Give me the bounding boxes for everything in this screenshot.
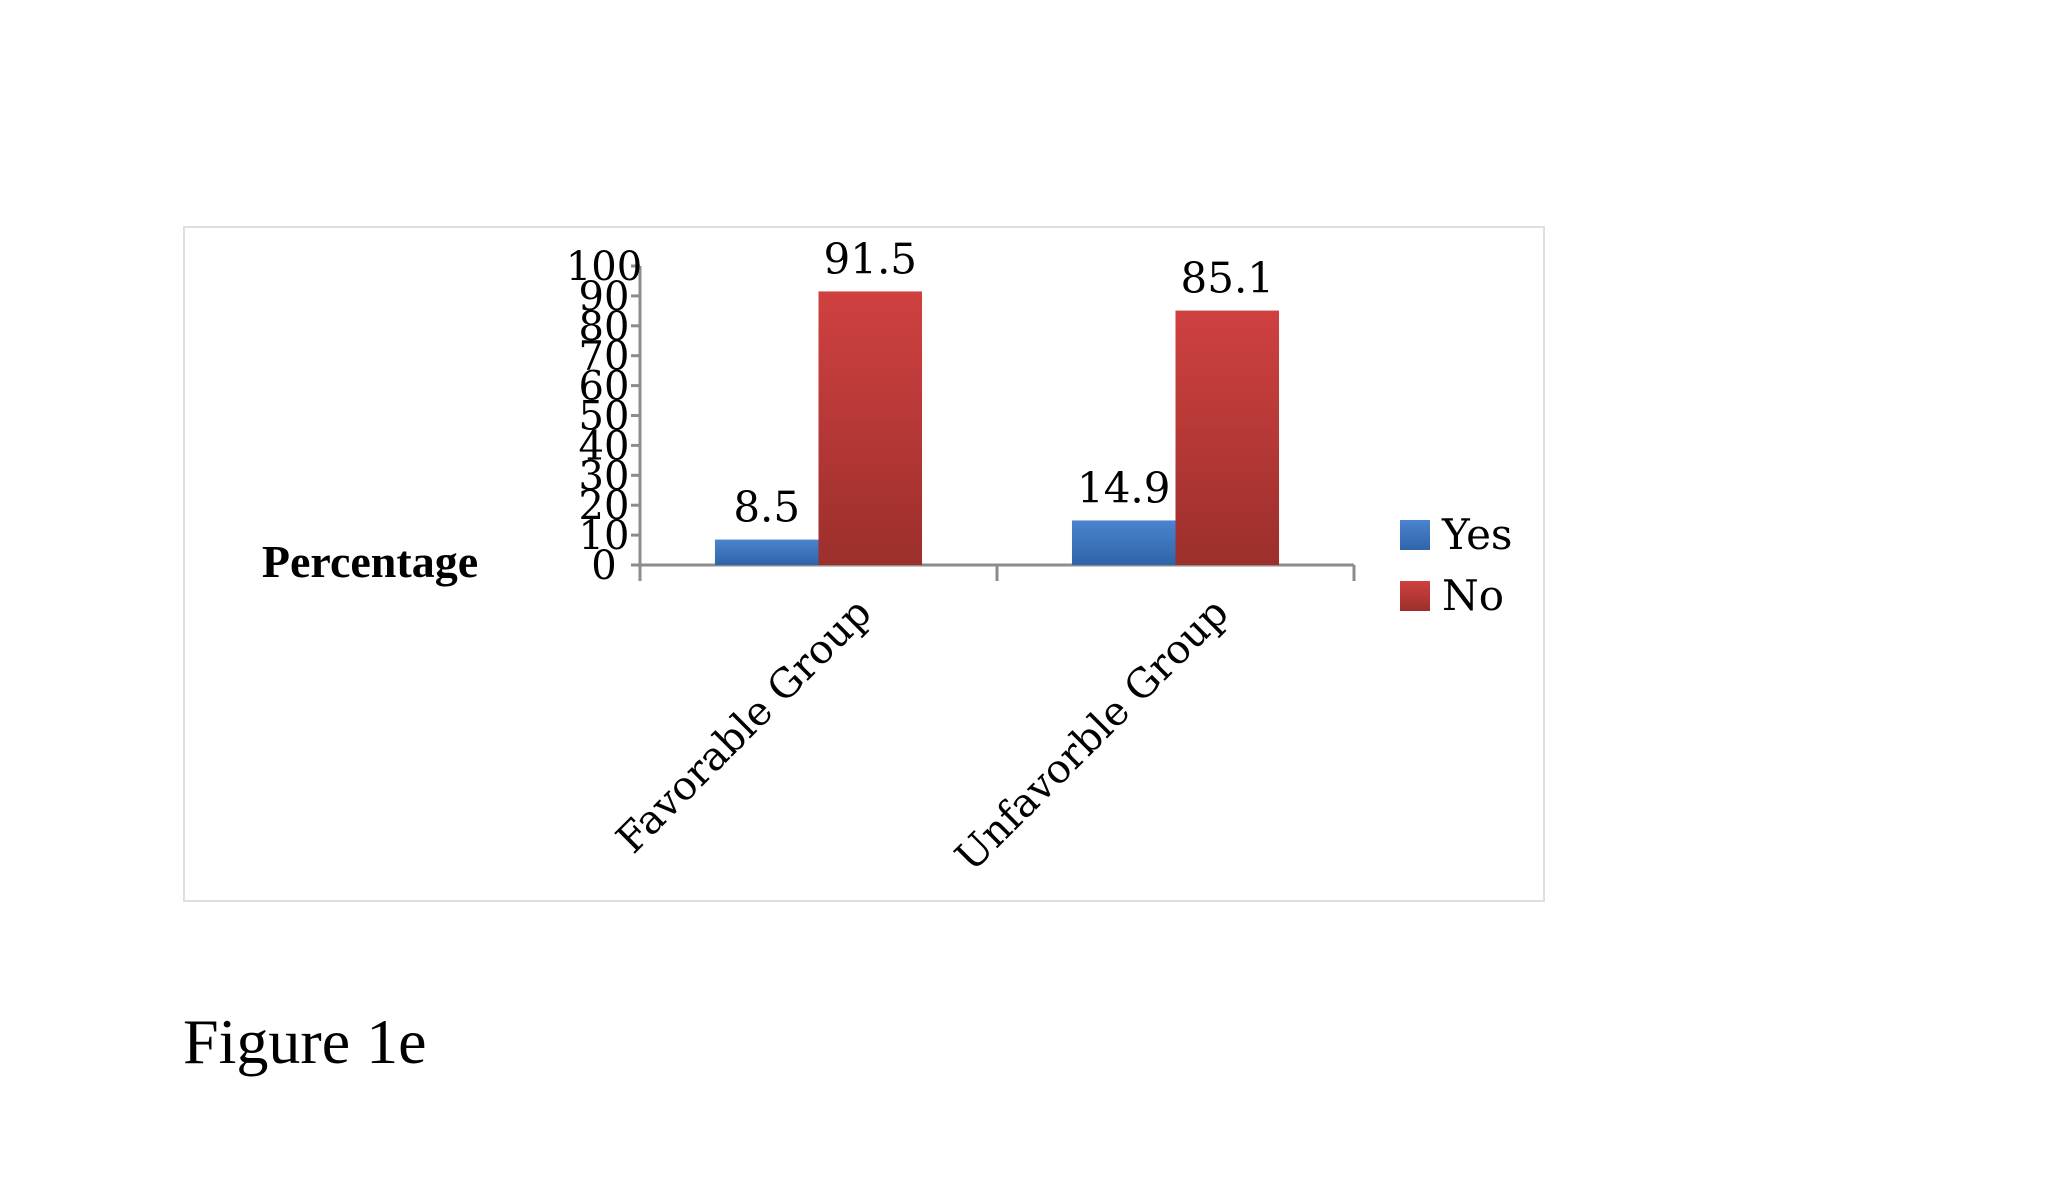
bars xyxy=(714,291,1280,565)
x-tick-label: Unfavorble Group xyxy=(947,590,1238,881)
y-tick-label: 80 xyxy=(579,304,630,350)
legend: Yes No xyxy=(1400,510,1513,620)
y-tick-label: 30 xyxy=(579,453,630,499)
data-label: 8.5 xyxy=(733,483,800,532)
legend-swatch-no xyxy=(1400,581,1430,611)
bar-yes xyxy=(714,539,819,565)
figure-caption: Figure 1e xyxy=(183,1006,427,1077)
data-label: 14.9 xyxy=(1077,463,1171,512)
data-labels: 8.5 91.5 14.9 85.1 xyxy=(733,234,1274,531)
data-label: 85.1 xyxy=(1181,254,1275,303)
bar-no xyxy=(1175,310,1280,565)
y-tick-label: 10 xyxy=(579,513,630,559)
x-tick-label: Favorable Group xyxy=(608,590,881,863)
y-tick-label: 0 xyxy=(591,543,616,589)
legend-label-no: No xyxy=(1442,571,1504,620)
y-axis-label: Percentage xyxy=(262,536,478,587)
y-tick-label: 90 xyxy=(579,274,630,320)
data-label: 91.5 xyxy=(824,234,918,283)
y-tick-label: 100 xyxy=(566,244,642,290)
y-tick-label: 20 xyxy=(579,483,630,529)
legend-swatch-yes xyxy=(1400,520,1430,550)
bar-yes xyxy=(1071,520,1176,565)
y-tick-label: 60 xyxy=(579,364,630,410)
x-axis: Favorable Group Unfavorble Group xyxy=(608,563,1356,881)
y-tick-label: 50 xyxy=(579,394,630,440)
y-tick-label: 70 xyxy=(579,334,630,380)
bar-no xyxy=(818,291,923,565)
legend-label-yes: Yes xyxy=(1441,510,1513,559)
y-tick-label: 40 xyxy=(579,423,630,469)
